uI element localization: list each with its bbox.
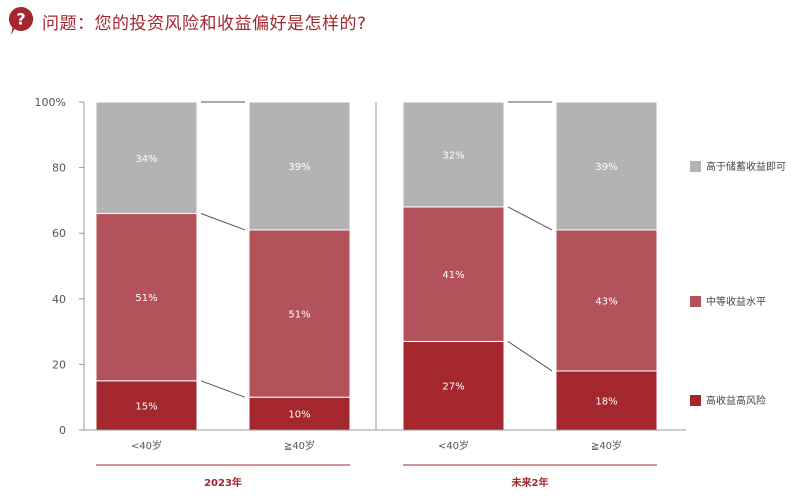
data-label: 39% (595, 162, 617, 173)
svg-text:?: ? (16, 10, 25, 29)
x-tick-label: ≧40岁 (284, 439, 315, 452)
question-mark-icon: ? (8, 6, 34, 36)
connector-line (200, 213, 246, 231)
data-label: 43% (595, 296, 617, 307)
data-label: 39% (288, 162, 310, 173)
y-axis: 0 20 40 60 80 100% (35, 96, 85, 437)
data-label: 34% (135, 154, 157, 165)
bar-segment (555, 370, 658, 431)
legend-label: 中等收益水平 (706, 295, 766, 308)
bar-segment (248, 101, 351, 231)
y-tick-label: 100% (35, 96, 66, 109)
x-tick-label: <40岁 (438, 439, 469, 452)
y-tick-label: 40 (52, 293, 66, 306)
y-tick-label: 60 (52, 227, 66, 240)
connector-line (507, 341, 553, 372)
data-label: 18% (595, 396, 617, 407)
legend-swatch (690, 161, 701, 172)
data-label: 15% (135, 401, 157, 412)
legend-label: 高收益高风险 (706, 394, 766, 407)
data-label: 51% (288, 310, 310, 321)
connector-line (200, 380, 246, 398)
question-title: 问题：您的投资风险和收益偏好是怎样的? (42, 13, 367, 34)
group-label: 2023年 (204, 476, 242, 489)
x-tick-label: ≧40岁 (591, 439, 622, 452)
bar-segment (402, 340, 505, 431)
data-label: 32% (442, 150, 464, 161)
bar-segment (402, 101, 505, 208)
connector-lines (200, 101, 553, 398)
bar-segment (95, 380, 198, 431)
data-label: 10% (288, 410, 310, 421)
y-tick-label: 80 (52, 162, 66, 175)
bars: 15% 51% 34% 10% 51% 39% 27% 41% 32% 18% 43% 39% (95, 101, 658, 431)
bar-segment (248, 229, 351, 398)
x-axis: <40岁 ≧40岁 <40岁 ≧40岁 2023年 未来2年 (84, 102, 686, 489)
header: ? 问题：您的投资风险和收益偏好是怎样的? (8, 4, 367, 38)
y-tick-label: 20 (52, 358, 66, 371)
data-label: 41% (442, 270, 464, 281)
data-label: 27% (442, 382, 464, 393)
group-label: 未来2年 (511, 476, 549, 489)
bar-segment (95, 213, 198, 382)
legend-swatch (690, 296, 701, 307)
data-label: 51% (135, 293, 157, 304)
bar-segment (555, 101, 658, 231)
y-tick-label: 0 (59, 424, 66, 437)
legend-label: 高于储蓄收益即可 (706, 160, 786, 173)
connector-line (507, 206, 553, 231)
bar-segment (95, 101, 198, 215)
legend-swatch (690, 395, 701, 406)
x-tick-label: <40岁 (131, 439, 162, 452)
bar-segment (555, 229, 658, 372)
bar-segment (402, 206, 505, 342)
